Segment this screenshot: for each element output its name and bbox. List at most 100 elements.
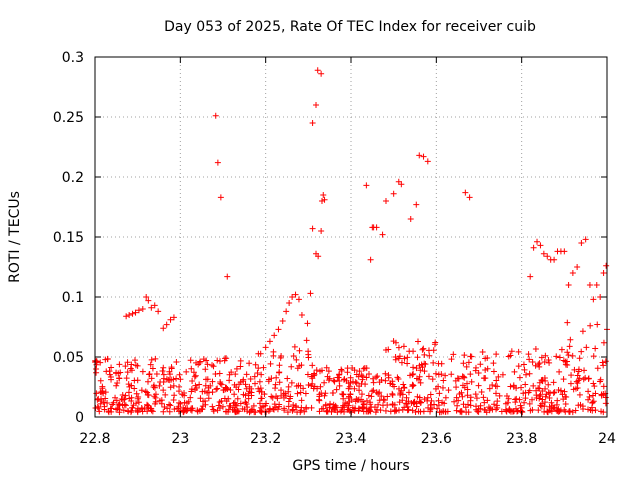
band-point xyxy=(363,374,370,381)
band-point xyxy=(305,382,312,389)
band-point xyxy=(598,392,605,399)
band-point xyxy=(418,361,425,368)
series-point-outliers xyxy=(318,228,325,234)
band-point xyxy=(472,391,479,398)
band-point xyxy=(115,370,122,377)
band-point xyxy=(187,357,194,364)
band-point xyxy=(542,393,549,400)
band-point xyxy=(385,374,392,381)
band-point xyxy=(585,388,592,395)
band-point xyxy=(177,376,184,383)
band-point xyxy=(435,383,442,390)
series-point-mid-arc xyxy=(289,294,296,300)
band-point xyxy=(209,362,216,369)
band-point xyxy=(599,359,606,366)
band-point xyxy=(454,402,461,409)
band-point xyxy=(518,384,525,391)
series-point-outliers xyxy=(315,253,322,260)
series-point-early-arc xyxy=(126,312,133,318)
band-point xyxy=(401,355,408,362)
band-point xyxy=(345,393,352,400)
band-point xyxy=(475,405,482,412)
band-point xyxy=(472,364,479,371)
band-point xyxy=(194,407,201,414)
band-point xyxy=(404,407,411,414)
band-point xyxy=(293,356,300,363)
band-point xyxy=(287,393,294,400)
band-point xyxy=(529,359,536,366)
band-point xyxy=(196,381,203,388)
band-point xyxy=(464,386,471,393)
band-point xyxy=(342,399,349,406)
band-point xyxy=(302,390,309,397)
band-point xyxy=(157,379,164,386)
band-point xyxy=(372,409,379,416)
band-point xyxy=(415,408,422,415)
y-tick-label: 0.15 xyxy=(53,230,84,246)
band-point xyxy=(112,394,119,401)
band-point xyxy=(360,404,367,411)
series-point-outliers xyxy=(314,67,321,74)
band-point xyxy=(135,393,142,400)
band-point xyxy=(369,388,376,395)
band-point xyxy=(513,395,520,402)
band-point xyxy=(366,407,373,414)
band-point xyxy=(191,373,198,380)
series-point-early-arc xyxy=(132,309,139,316)
band-point xyxy=(93,390,100,397)
band-point xyxy=(352,398,359,405)
band-point xyxy=(99,388,106,395)
band-point xyxy=(284,409,291,416)
band-point xyxy=(365,392,372,399)
band-point xyxy=(589,392,596,399)
band-point xyxy=(207,382,214,389)
band-point xyxy=(398,387,405,394)
band-point xyxy=(233,402,240,409)
band-point xyxy=(448,356,455,363)
band-point xyxy=(267,360,274,367)
band-point xyxy=(455,375,462,382)
band-point xyxy=(548,399,555,406)
band-point xyxy=(339,391,346,398)
band-point xyxy=(139,368,146,375)
band-point xyxy=(171,406,178,413)
band-point xyxy=(460,373,467,380)
band-point xyxy=(187,394,194,401)
band-point xyxy=(247,408,254,415)
band-point xyxy=(535,385,542,392)
band-point xyxy=(324,408,331,415)
band-point xyxy=(108,376,115,383)
band-point xyxy=(124,359,131,366)
band-point xyxy=(176,383,183,390)
series-point-outliers xyxy=(309,120,316,126)
band-point xyxy=(216,398,223,405)
band-point xyxy=(594,365,601,372)
band-point xyxy=(592,407,599,414)
band-point xyxy=(546,359,553,366)
series-point-late-arc xyxy=(600,270,607,276)
band-point xyxy=(370,375,377,382)
band-point xyxy=(247,375,254,382)
band-point xyxy=(587,322,594,329)
band-point xyxy=(367,408,374,415)
band-point xyxy=(353,371,360,378)
band-point xyxy=(546,403,553,410)
band-point xyxy=(384,393,391,400)
band-point xyxy=(564,349,571,356)
y-tick-label: 0.1 xyxy=(62,290,84,306)
band-point xyxy=(134,377,141,384)
band-point xyxy=(252,380,259,387)
band-point xyxy=(122,363,129,370)
band-point xyxy=(205,395,212,402)
band-point xyxy=(376,379,383,386)
band-point xyxy=(276,362,283,369)
band-point xyxy=(340,395,347,402)
band-point xyxy=(210,363,217,370)
band-point xyxy=(217,380,224,387)
band-point xyxy=(532,362,539,369)
band-point xyxy=(551,389,558,396)
band-point xyxy=(133,390,140,397)
band-point xyxy=(493,377,500,384)
band-point xyxy=(303,337,310,344)
